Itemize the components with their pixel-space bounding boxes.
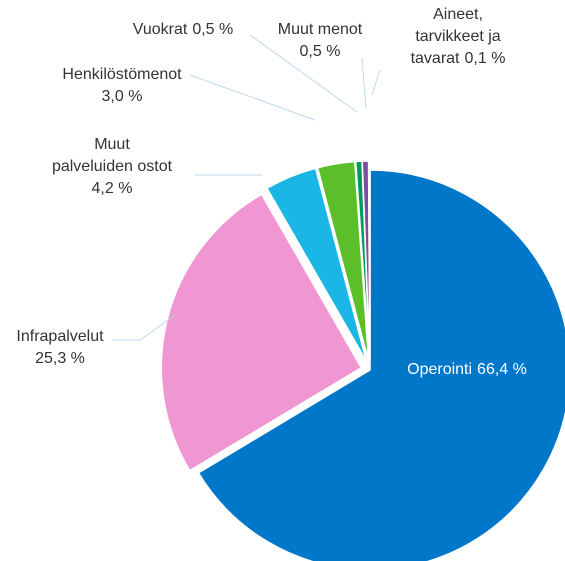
slice-label: Aineet, tarvikkeet ja tavarat 0,1 % xyxy=(411,6,506,67)
label-line: Vuokrat xyxy=(133,21,188,38)
label-line: Muut xyxy=(94,136,130,153)
leader-line xyxy=(189,74,316,121)
slice-label: Vuokrat 0,5 % xyxy=(133,21,233,38)
slice-label: Henkilöstömenot 3,0 % xyxy=(62,66,182,105)
value-label: 0,1 % xyxy=(465,50,506,67)
label-line: Henkilöstömenot xyxy=(62,66,182,83)
slice-label: Muut menot 0,5 % xyxy=(278,21,363,60)
pie-slice xyxy=(197,169,565,561)
value-label: 0,5 % xyxy=(300,43,341,60)
slice-label: Muut palveluiden ostot 4,2 % xyxy=(52,136,173,197)
pie-slice xyxy=(316,160,370,362)
leader-line xyxy=(371,69,381,96)
label-line: tarvikkeet ja xyxy=(415,28,500,45)
label-line: palveluiden ostot xyxy=(52,158,173,175)
slice-label: Operointi 66,4 % xyxy=(407,361,527,378)
label-line: Operointi xyxy=(407,361,472,378)
value-label: 66,4 % xyxy=(477,361,527,378)
leader-line xyxy=(249,34,358,113)
value-label: 25,3 % xyxy=(35,350,85,367)
label-line: tavarat xyxy=(411,50,460,67)
label-line: Aineet, xyxy=(433,6,483,23)
value-label: 4,2 % xyxy=(92,180,133,197)
value-label: 0,5 % xyxy=(192,21,233,38)
leader-line xyxy=(112,314,176,341)
label-line: Muut menot xyxy=(278,21,363,38)
leader-line xyxy=(361,57,367,109)
pie-slice xyxy=(265,167,368,363)
slice-label: Infrapalvelut 25,3 % xyxy=(16,328,104,367)
value-label: 3,0 % xyxy=(102,88,143,105)
pie-slice xyxy=(160,193,363,472)
pie-slice xyxy=(367,160,371,362)
label-line: Infrapalvelut xyxy=(16,328,104,345)
